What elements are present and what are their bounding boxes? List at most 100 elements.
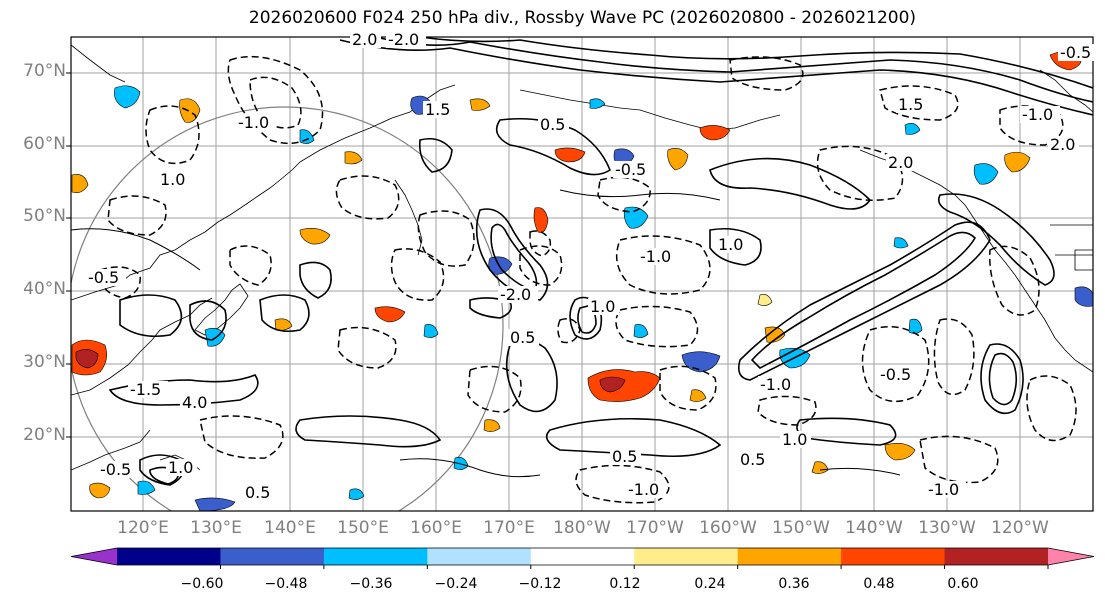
lat-tick-50n: 50°N <box>23 206 66 226</box>
contour-label: -1.0 <box>760 375 791 394</box>
contour-label: -2.0 <box>500 285 531 304</box>
contour-label: -0.5 <box>1060 43 1091 62</box>
contour-label: 1.0 <box>782 430 807 449</box>
contour-label-bg <box>1058 44 1098 61</box>
colorbar-segment <box>323 548 428 565</box>
colorbar-tick-label: 0.60 <box>947 576 979 592</box>
colorbar-segment <box>737 548 842 565</box>
contour-label: -2.0 <box>388 30 419 49</box>
contour-label-bg <box>886 154 917 171</box>
contour-label-bg <box>498 286 538 303</box>
lon-tick-130w: 130°W <box>918 518 976 538</box>
contour-label-bg <box>1048 136 1079 153</box>
contour-label-bg <box>180 394 211 411</box>
colorbar-segment <box>944 548 1049 565</box>
contour-label: 1.0 <box>718 235 743 254</box>
contour-label-bg <box>738 451 769 468</box>
colorbar-segment <box>220 548 325 565</box>
contour-label-bg <box>780 431 811 448</box>
contour-label-bg <box>350 31 381 48</box>
contour-label-bg <box>588 298 619 315</box>
contour-label-bg <box>716 236 747 253</box>
map-frame <box>70 36 1094 512</box>
contour-label-bg <box>166 459 197 476</box>
contour-label-bg <box>128 381 168 398</box>
colorbar-tick-label: −0.36 <box>349 576 393 592</box>
tick-marks <box>66 72 71 438</box>
contour-label: -0.5 <box>880 365 911 384</box>
contour-label: -0.5 <box>88 268 119 287</box>
contour-label: -0.5 <box>100 460 131 479</box>
contour-label: -1.0 <box>1022 105 1053 124</box>
contour-labels: -0.5 1.0 -1.0 2.0 -2.0 1.5 -1.5 4.0 0.5 -0.5 1.0 -1… <box>86 30 1098 502</box>
contour-label-bg <box>613 161 653 178</box>
contour-label: -1.5 <box>130 380 161 399</box>
map-title: 2026020600 F024 250 hPa div., Rossby Wav… <box>248 8 917 28</box>
contour-label-bg <box>610 448 641 465</box>
lon-tick-180w: 180°W <box>553 518 611 538</box>
lat-tick-60n: 60°N <box>23 134 66 154</box>
contour-label: 2.0 <box>352 30 377 49</box>
contour-label: 1.0 <box>590 297 615 316</box>
contour-label: 1.0 <box>168 458 193 477</box>
lon-tick-170e: 170°E <box>483 518 535 538</box>
colorbar-tick-label: −0.48 <box>264 576 308 592</box>
lon-tick-160e: 160°E <box>410 518 462 538</box>
colorbar-segment <box>427 548 532 565</box>
contour-label: 0.5 <box>540 115 565 134</box>
lon-tick-130e: 130°E <box>190 518 242 538</box>
colorbar-tick-label: 0.48 <box>863 576 895 592</box>
contour-label-bg <box>86 269 126 286</box>
colorbar-segment <box>634 548 739 565</box>
colorbar-segment <box>117 548 221 565</box>
lon-tick-120e: 120°E <box>117 518 169 538</box>
contour-label: 1.0 <box>160 170 185 189</box>
colorbar-extend-low <box>71 548 117 565</box>
contour-label-bg <box>926 481 966 498</box>
contour-label-bg <box>386 31 426 48</box>
dashed-contours <box>99 55 1077 504</box>
lon-tick-150e: 150°E <box>337 518 389 538</box>
colorbar-tick-label: −0.12 <box>518 576 562 592</box>
lon-tick-140e: 140°E <box>264 518 316 538</box>
colorbar-segment <box>530 548 635 565</box>
contour-label: 0.5 <box>510 328 535 347</box>
contour-label: 1.5 <box>898 95 923 114</box>
colorbar-tick-label: 0.12 <box>609 576 641 592</box>
lon-tick-160w: 160°W <box>699 518 757 538</box>
contour-label: -0.5 <box>615 160 646 179</box>
contour-label: -1.0 <box>628 480 659 499</box>
lon-tick-170w: 170°W <box>626 518 684 538</box>
contour-label: 2.0 <box>888 153 913 172</box>
contour-label-bg <box>236 114 276 131</box>
colorbar-extend-high <box>1048 548 1094 565</box>
contour-label-bg <box>98 461 138 478</box>
contour-label-bg <box>243 484 274 501</box>
colorbar-tick-label: 0.36 <box>778 576 810 592</box>
reference-circle <box>71 106 504 511</box>
colorbar <box>70 547 1095 569</box>
contour-label-bg <box>158 171 189 188</box>
contour-label-bg <box>638 248 678 265</box>
solid-contours <box>108 37 1093 486</box>
colorbar-tick-label: −0.24 <box>434 576 478 592</box>
contour-label: -1.0 <box>928 480 959 499</box>
contour-label: 1.5 <box>425 100 450 119</box>
contour-label-bg <box>758 376 798 393</box>
contour-label: 0.5 <box>612 447 637 466</box>
contour-label-bg <box>538 116 569 133</box>
colorbar-segment <box>841 548 946 565</box>
colorbar-tick-label: −0.60 <box>180 576 224 592</box>
contour-label: -1.0 <box>238 113 269 132</box>
lat-tick-30n: 30°N <box>23 352 66 372</box>
colorbar-tick-label: 0.24 <box>694 576 726 592</box>
contour-label-bg <box>508 329 539 346</box>
contour-label-bg <box>878 366 918 383</box>
colorbar-outline <box>70 547 1095 566</box>
contour-label: 0.5 <box>245 483 270 502</box>
contour-label-bg <box>1020 106 1060 123</box>
contour-label: -1.0 <box>640 247 671 266</box>
lat-tick-70n: 70°N <box>23 61 66 81</box>
contour-label-bg <box>626 481 666 498</box>
